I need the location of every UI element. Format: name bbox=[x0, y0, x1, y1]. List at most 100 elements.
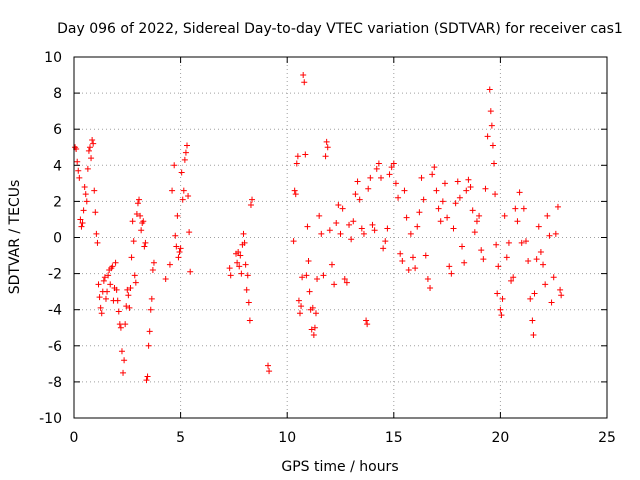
data-point bbox=[82, 191, 89, 198]
data-point bbox=[341, 276, 348, 283]
data-point bbox=[186, 229, 193, 236]
data-point bbox=[503, 254, 510, 261]
data-point bbox=[138, 227, 145, 234]
data-point bbox=[441, 180, 448, 187]
data-point bbox=[535, 223, 542, 230]
data-point bbox=[420, 196, 427, 203]
data-point bbox=[471, 229, 478, 236]
data-point bbox=[380, 245, 387, 252]
data-point bbox=[501, 212, 508, 219]
data-point bbox=[112, 259, 119, 266]
data-point bbox=[133, 211, 140, 218]
data-point bbox=[183, 142, 190, 149]
data-point bbox=[310, 331, 317, 338]
data-point bbox=[137, 212, 144, 219]
x-tick-label: 15 bbox=[385, 430, 403, 446]
data-point bbox=[247, 202, 254, 209]
data-point bbox=[308, 326, 315, 333]
data-point bbox=[324, 144, 331, 151]
y-tick-label: -10 bbox=[39, 411, 62, 427]
y-tick-label: 10 bbox=[44, 50, 62, 66]
data-point bbox=[171, 162, 178, 169]
data-point bbox=[480, 256, 487, 263]
data-point bbox=[117, 324, 124, 331]
data-point bbox=[348, 236, 355, 243]
data-point bbox=[102, 295, 109, 302]
data-point bbox=[492, 191, 499, 198]
data-point bbox=[177, 245, 184, 252]
data-point bbox=[243, 286, 250, 293]
data-point bbox=[118, 348, 125, 355]
plot-frame bbox=[73, 56, 608, 419]
data-point bbox=[80, 207, 87, 214]
data-point bbox=[328, 261, 335, 268]
data-point bbox=[397, 250, 404, 257]
data-point bbox=[142, 239, 149, 246]
data-point bbox=[333, 220, 340, 227]
data-point bbox=[93, 230, 100, 237]
y-tick-label: 4 bbox=[53, 158, 62, 174]
y-tick-label: -4 bbox=[48, 303, 62, 319]
data-point bbox=[473, 218, 480, 225]
data-point bbox=[146, 328, 153, 335]
data-point bbox=[94, 239, 101, 246]
data-point bbox=[132, 279, 139, 286]
data-point bbox=[454, 178, 461, 185]
data-point bbox=[522, 238, 529, 245]
y-tick-label: 2 bbox=[53, 194, 62, 210]
data-point bbox=[178, 169, 185, 176]
data-point bbox=[240, 230, 247, 237]
data-point bbox=[314, 276, 321, 283]
data-point bbox=[531, 290, 538, 297]
data-point bbox=[467, 183, 474, 190]
data-point bbox=[84, 165, 91, 172]
data-point bbox=[557, 286, 564, 293]
data-point bbox=[527, 295, 534, 302]
data-point bbox=[298, 303, 305, 310]
data-point bbox=[407, 230, 414, 237]
data-point bbox=[173, 243, 180, 250]
data-point bbox=[323, 138, 330, 145]
y-tick-label: -8 bbox=[48, 375, 62, 391]
data-point bbox=[116, 321, 123, 328]
data-point bbox=[302, 151, 309, 158]
data-point bbox=[128, 254, 135, 261]
data-point bbox=[236, 263, 243, 270]
x-axis-tick-labels: 0 5 10 15 20 25 bbox=[70, 430, 616, 446]
data-point bbox=[452, 200, 459, 207]
data-point bbox=[237, 252, 244, 259]
data-point bbox=[121, 357, 128, 364]
data-point bbox=[134, 200, 141, 207]
x-tick-label: 25 bbox=[598, 430, 616, 446]
data-point bbox=[306, 288, 313, 295]
data-point bbox=[126, 304, 133, 311]
data-point bbox=[144, 373, 151, 380]
data-point bbox=[316, 212, 323, 219]
data-point bbox=[129, 218, 136, 225]
y-tick-label: -2 bbox=[48, 267, 62, 283]
data-point bbox=[83, 198, 90, 205]
data-point bbox=[378, 174, 385, 181]
data-point bbox=[140, 218, 147, 225]
data-point bbox=[469, 207, 476, 214]
data-point bbox=[179, 196, 186, 203]
data-point bbox=[130, 238, 137, 245]
data-point bbox=[320, 272, 327, 279]
data-point bbox=[418, 174, 425, 181]
data-point bbox=[414, 223, 421, 230]
data-point bbox=[395, 194, 402, 201]
data-point bbox=[476, 212, 483, 219]
data-point bbox=[175, 254, 182, 261]
data-point bbox=[558, 292, 565, 299]
data-point bbox=[143, 377, 150, 384]
data-point bbox=[529, 317, 536, 324]
data-point bbox=[115, 308, 122, 315]
data-point bbox=[74, 158, 81, 165]
data-point bbox=[301, 79, 308, 86]
data-point bbox=[409, 254, 416, 261]
data-point bbox=[181, 156, 188, 163]
y-tick-label: 8 bbox=[53, 86, 62, 102]
data-point bbox=[182, 149, 189, 156]
data-point bbox=[382, 238, 389, 245]
data-point bbox=[363, 317, 370, 324]
